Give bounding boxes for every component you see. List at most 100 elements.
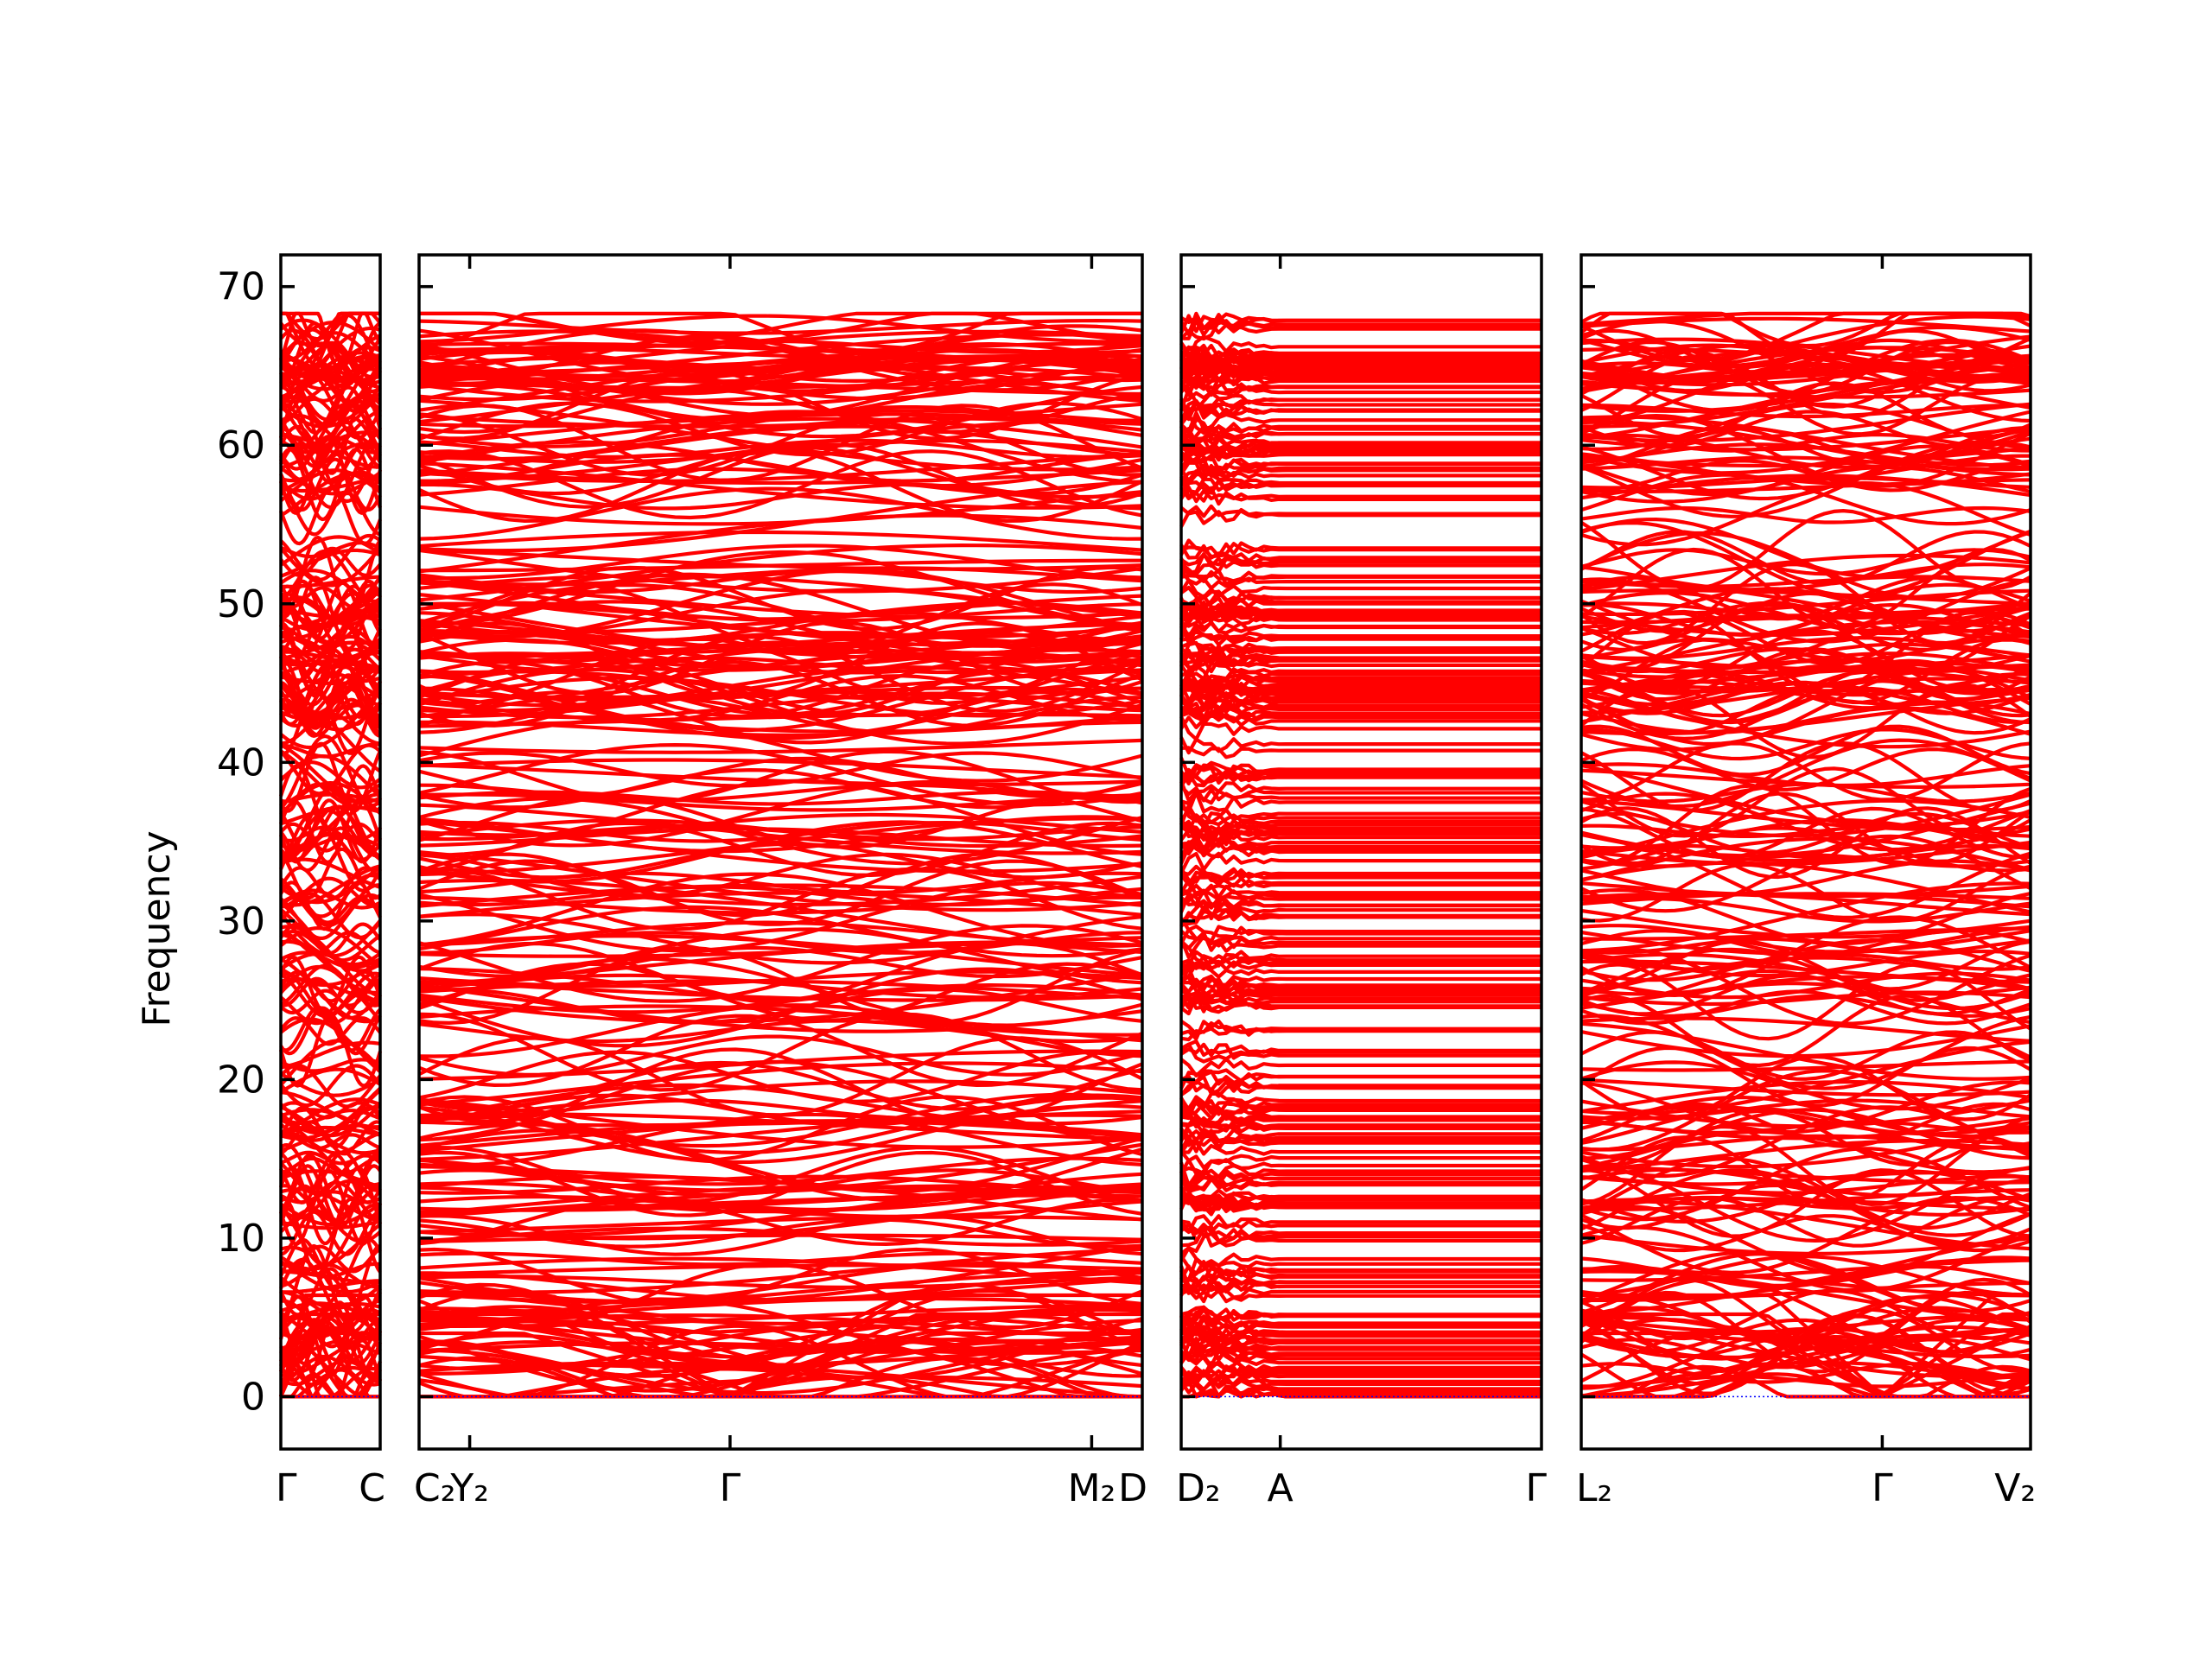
band-line <box>1179 834 1541 851</box>
band-line <box>279 546 382 577</box>
band-line <box>418 749 1143 804</box>
panel-frame <box>1179 253 1543 1451</box>
band-line <box>1179 1190 1541 1211</box>
band-line <box>279 1017 382 1073</box>
band-line <box>1179 601 1541 620</box>
band-line <box>418 580 1143 648</box>
band-line <box>418 314 1143 344</box>
band-line <box>1580 1014 2031 1090</box>
band-line <box>418 383 1143 439</box>
band-line <box>1580 1039 2031 1116</box>
band-line <box>1179 804 1541 827</box>
band-line <box>279 586 382 610</box>
band-line <box>279 457 382 512</box>
band-line <box>1179 1364 1541 1383</box>
band-line <box>1580 763 2031 828</box>
band-line <box>279 576 382 630</box>
band-line <box>418 972 1143 1024</box>
band-line <box>280 888 381 910</box>
band-line <box>1179 578 1541 600</box>
band-line <box>1580 1362 2031 1384</box>
band-line <box>418 637 1143 705</box>
band-line <box>1179 825 1541 842</box>
y-tick-label: 40 <box>217 741 265 785</box>
band-line <box>1580 1277 2031 1354</box>
x-tick-label: D₂ <box>1176 1466 1221 1510</box>
band-line <box>1179 1150 1541 1170</box>
band-line <box>1580 334 2031 384</box>
band-line <box>1179 677 1541 695</box>
band-line <box>1580 588 2031 606</box>
band-line <box>1179 1307 1541 1328</box>
band-line <box>280 1125 381 1137</box>
y-axis-label: Frequency <box>135 830 179 1027</box>
band-line <box>418 751 1143 788</box>
band-line <box>1180 1320 1541 1343</box>
y-tick-label: 0 <box>241 1375 265 1419</box>
band-line <box>1580 361 2031 423</box>
band-line <box>1580 1258 2031 1282</box>
band-line <box>280 742 381 759</box>
band-line <box>1179 892 1541 913</box>
band-line <box>1179 930 1541 948</box>
band-line <box>1180 883 1541 899</box>
panel-frame <box>417 253 1144 1451</box>
band-line <box>418 852 1143 918</box>
band-line <box>279 1016 382 1046</box>
band-line <box>418 885 1143 907</box>
band-line <box>1580 1295 2031 1338</box>
band-line <box>1179 899 1541 923</box>
band-line <box>1580 1107 2031 1150</box>
band-line <box>1580 741 2031 802</box>
band-line <box>1179 1277 1541 1297</box>
band-line <box>418 1198 1143 1246</box>
x-tick-label: L₂ <box>1576 1466 1612 1510</box>
band-line <box>1179 1039 1541 1058</box>
y-tick-label: 20 <box>217 1058 265 1102</box>
band-line <box>279 533 382 582</box>
band-line <box>1580 415 2031 470</box>
band-line <box>1180 366 1541 386</box>
band-line <box>1580 1116 2031 1141</box>
band-line <box>418 962 1143 1022</box>
band-line <box>1580 806 2031 860</box>
band-line <box>1179 1188 1541 1208</box>
band-line <box>418 756 1143 798</box>
band-line <box>1580 340 2031 395</box>
band-line <box>1180 545 1541 563</box>
band-line <box>418 945 1143 1025</box>
band-line <box>1179 485 1541 504</box>
y-tick-label: 10 <box>217 1217 265 1261</box>
band-line <box>1180 610 1541 626</box>
band-line <box>279 1202 382 1227</box>
band-line <box>1580 1196 2031 1248</box>
band-line <box>1580 1195 2031 1211</box>
band-line <box>1179 334 1541 361</box>
band-line <box>418 449 1143 520</box>
band-line <box>1580 1024 2031 1058</box>
band-line <box>1179 664 1541 689</box>
band-line <box>1580 971 2031 1000</box>
band-line <box>280 664 382 720</box>
band-line <box>1180 1019 1541 1041</box>
band-line <box>1179 952 1541 975</box>
band-line <box>1179 839 1541 860</box>
band-line <box>1580 791 2032 866</box>
band-line <box>1580 908 2031 939</box>
band-line <box>1580 939 2031 991</box>
band-line <box>418 1142 1143 1192</box>
band-line <box>1179 799 1541 824</box>
band-line <box>418 569 1143 594</box>
band-line <box>1179 454 1541 479</box>
band-line <box>279 749 381 810</box>
band-line <box>1179 1128 1541 1143</box>
band-line <box>1180 319 1541 340</box>
band-line <box>1179 1255 1541 1275</box>
band-line <box>1180 441 1541 460</box>
band-line <box>281 311 380 341</box>
band-line <box>1180 763 1541 783</box>
band-line <box>1580 410 2031 448</box>
band-line <box>280 864 381 907</box>
band-line <box>279 1086 382 1135</box>
band-line <box>1179 1219 1541 1236</box>
